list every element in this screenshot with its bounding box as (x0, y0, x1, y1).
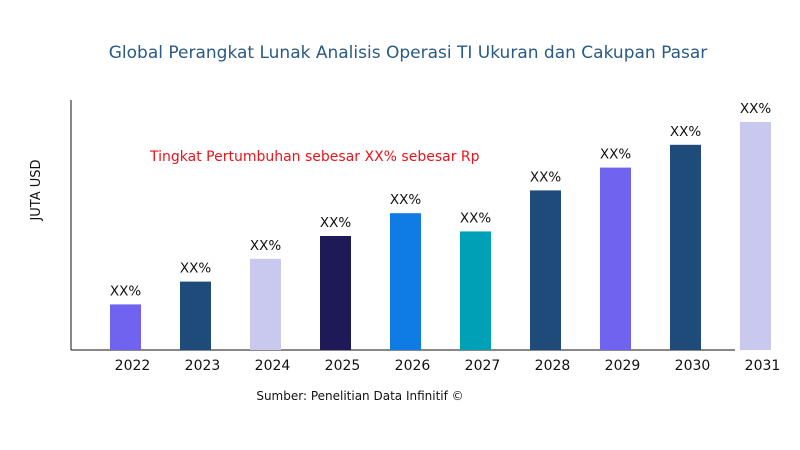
bar-2024 (250, 258, 281, 350)
x-tick-2028: 2028 (535, 358, 571, 374)
x-tick-2023: 2023 (185, 358, 221, 374)
x-tick-2029: 2029 (605, 358, 641, 374)
data-label-2025: XX% (320, 215, 351, 231)
bar-2026 (390, 213, 421, 350)
data-label-2030: XX% (670, 124, 701, 140)
bar-2023 (180, 281, 211, 350)
x-tick-2024: 2024 (255, 358, 291, 374)
x-tick-2030: 2030 (675, 358, 711, 374)
data-label-2022: XX% (110, 283, 141, 299)
y-axis-label: JUTA USD (29, 159, 44, 221)
x-tick-2025: 2025 (325, 358, 361, 374)
bar-2027 (460, 231, 491, 350)
growth-annotation: Tingkat Pertumbuhan sebesar XX% sebesar … (149, 149, 480, 165)
data-label-2024: XX% (250, 238, 281, 254)
bar-2022 (110, 304, 141, 350)
chart-title: Global Perangkat Lunak Analisis Operasi … (109, 43, 708, 63)
x-tick-2027: 2027 (465, 358, 501, 374)
x-tick-2026: 2026 (395, 358, 431, 374)
bar-2031 (740, 122, 771, 350)
x-tick-2022: 2022 (115, 358, 151, 374)
data-label-2029: XX% (600, 147, 631, 163)
source-note: Sumber: Penelitian Data Infinitif © (256, 389, 463, 403)
data-label-2023: XX% (180, 261, 211, 277)
data-label-2031: XX% (740, 101, 771, 117)
bar-2028 (530, 190, 561, 350)
data-label-2026: XX% (390, 192, 421, 208)
data-label-2028: XX% (530, 169, 561, 185)
bar-2030 (670, 144, 701, 350)
bar-2025 (320, 236, 351, 350)
bar-2029 (600, 167, 631, 350)
data-label-2027: XX% (460, 210, 491, 226)
x-tick-2031: 2031 (745, 358, 781, 374)
